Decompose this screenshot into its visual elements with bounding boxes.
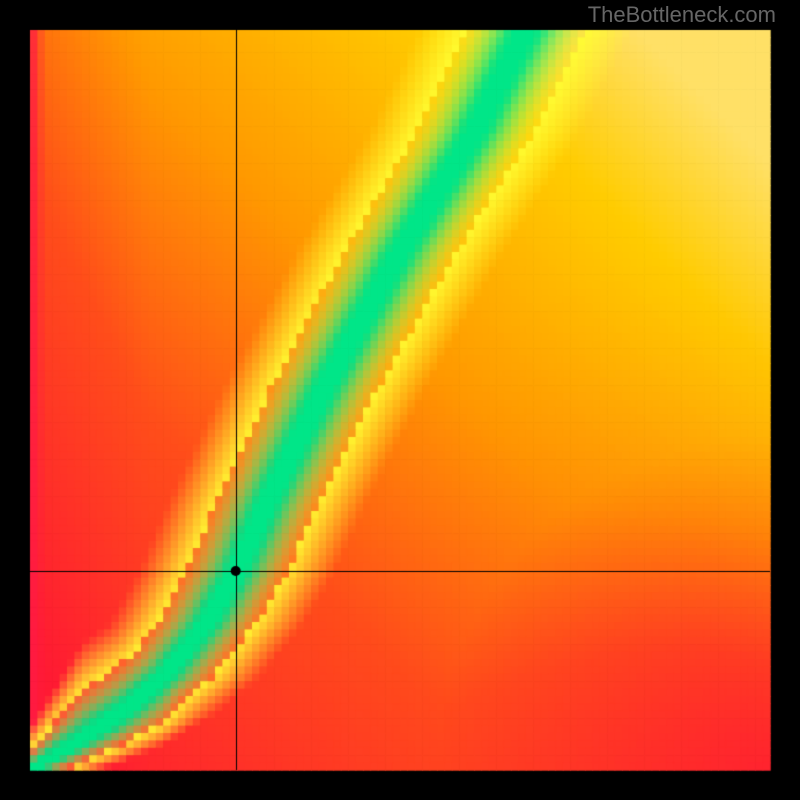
watermark-text: TheBottleneck.com bbox=[588, 2, 776, 28]
chart-container: TheBottleneck.com bbox=[0, 0, 800, 800]
bottleneck-heatmap bbox=[0, 0, 800, 800]
